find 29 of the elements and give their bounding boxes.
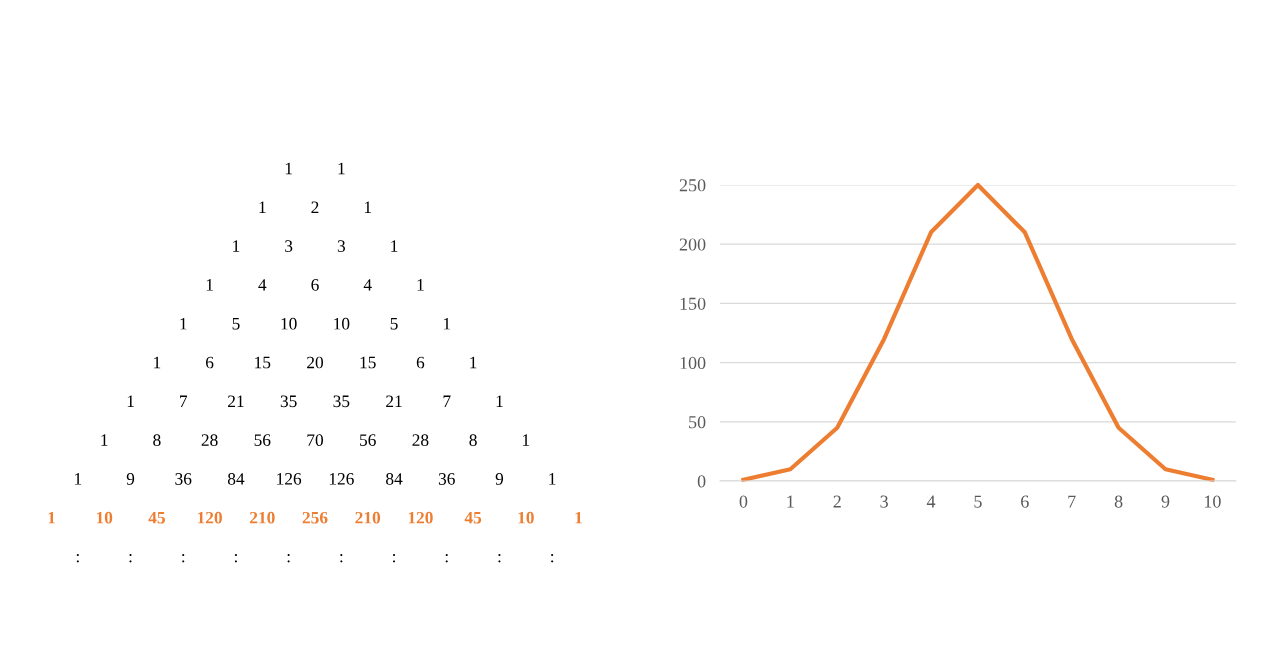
text: : : : : : : : : : : xyxy=(76,554,554,563)
text: 1 8 28 56 70 56 28 8 1 xyxy=(101,434,530,446)
text: 1 7 21 35 35 21 7 1 xyxy=(127,395,503,408)
text: 1 5 10 10 5 1 xyxy=(180,317,451,330)
text: 1 1 xyxy=(285,162,345,175)
text: 1 2 1 xyxy=(259,201,371,213)
y-tick-label: 50 xyxy=(689,416,706,429)
x-tick-label: 3 xyxy=(880,495,888,508)
text: 1 3 3 1 xyxy=(233,240,398,252)
x-tick-label: 0 xyxy=(739,495,748,508)
x-tick-label: 4 xyxy=(926,495,936,508)
y-tick-label: 0 xyxy=(697,475,706,488)
text: 1 9 36 84 126 126 84 36 9 1 xyxy=(75,473,556,485)
y-tick-label: 250 xyxy=(679,179,706,192)
y-tick-label: 100 xyxy=(680,356,706,370)
x-tick-label: 9 xyxy=(1161,495,1170,508)
x-tick-label: 1 xyxy=(787,495,794,508)
x-tick-label: 2 xyxy=(833,495,841,508)
x-tick-label: 10 xyxy=(1204,495,1221,508)
text: 1 4 6 4 1 xyxy=(206,279,424,291)
x-tick-label: 8 xyxy=(1114,495,1123,508)
x-tick-label: 5 xyxy=(974,495,982,508)
text: 1 10 45 120 210 256 210 120 45 10 1 xyxy=(48,511,582,524)
y-tick-label: 150 xyxy=(680,297,706,310)
x-tick-label: 6 xyxy=(1021,495,1029,508)
text: 1 6 15 20 15 6 1 xyxy=(154,356,477,369)
y-tick-label: 200 xyxy=(679,238,706,251)
x-tick-label: 7 xyxy=(1068,495,1076,508)
line-series xyxy=(741,182,1215,482)
